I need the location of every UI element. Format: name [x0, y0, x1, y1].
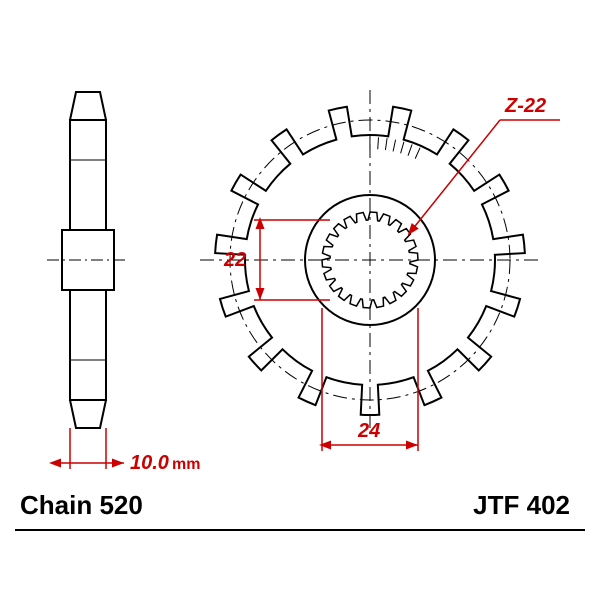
svg-text:10.0: 10.0 [130, 452, 169, 474]
svg-text:22: 22 [223, 249, 246, 271]
part-number-label: JTF 402 [473, 490, 570, 521]
svg-text:24: 24 [357, 420, 380, 442]
svg-text:mm: mm [172, 456, 200, 473]
svg-text:Z-22: Z-22 [504, 95, 546, 117]
chain-spec-label: Chain 520 [20, 490, 143, 521]
